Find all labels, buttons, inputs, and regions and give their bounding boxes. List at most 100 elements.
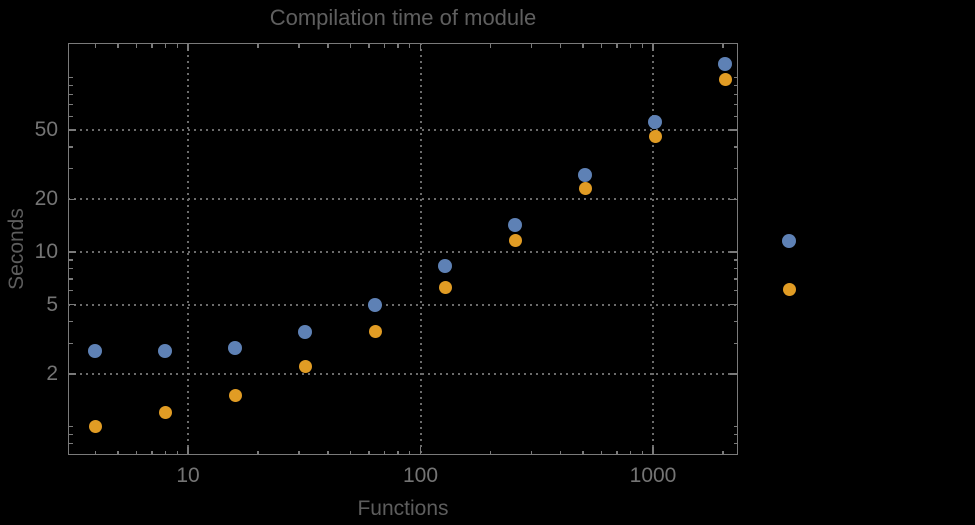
x-minor-tick-bottom — [368, 450, 370, 455]
data-point-series-1-blue — [228, 341, 243, 356]
y-major-tick-right — [730, 373, 738, 375]
x-minor-tick-top — [629, 43, 632, 48]
x-minor-tick-bottom — [94, 450, 97, 455]
y-major-tick-right — [730, 303, 738, 306]
y-minor-tick-left — [68, 115, 73, 117]
x-minor-tick-bottom — [409, 450, 411, 455]
y-minor-tick-left — [68, 442, 73, 444]
x-minor-tick-top — [489, 43, 492, 48]
x-minor-tick-bottom — [600, 450, 602, 455]
y-gridline — [68, 198, 738, 201]
y-minor-tick-right — [733, 425, 738, 428]
x-major-tick-bottom — [187, 447, 189, 455]
y-tick-label: 10 — [34, 240, 58, 263]
y-minor-tick-left — [68, 433, 73, 436]
data-point-series-1-blue — [368, 297, 383, 312]
x-minor-tick-bottom — [616, 450, 618, 455]
data-point-series-2-orange — [648, 129, 662, 143]
data-point-series-2-orange — [228, 389, 242, 403]
y-minor-tick-right — [733, 76, 738, 79]
y-minor-tick-right — [733, 433, 738, 436]
x-minor-tick-top — [409, 43, 411, 48]
x-major-tick-bottom — [419, 447, 422, 455]
x-minor-tick-top — [530, 43, 533, 48]
x-minor-tick-bottom — [176, 450, 178, 455]
x-minor-tick-top — [349, 43, 352, 48]
legend-marker-2 — [782, 282, 796, 296]
x-minor-tick-bottom — [629, 450, 632, 455]
y-minor-tick-right — [733, 290, 738, 292]
data-point-series-2-orange — [298, 360, 312, 374]
x-tick-label: 100 — [402, 464, 439, 487]
legend-marker-1 — [782, 234, 796, 248]
x-tick-label: 1000 — [629, 464, 677, 487]
x-minor-tick-top — [616, 43, 618, 48]
y-minor-tick-left — [68, 93, 73, 95]
y-minor-tick-right — [733, 442, 738, 444]
y-major-tick-right — [730, 129, 738, 131]
x-gridline — [419, 43, 422, 455]
y-gridline — [68, 251, 738, 253]
data-point-series-2-orange — [508, 233, 522, 247]
chart-title: Compilation time of module — [269, 5, 537, 30]
y-tick-label: 5 — [46, 292, 58, 316]
y-minor-tick-right — [733, 146, 738, 148]
x-minor-tick-top — [397, 43, 399, 48]
y-minor-tick-left — [68, 342, 73, 344]
data-point-series-1-blue — [438, 259, 453, 274]
y-minor-tick-right — [733, 103, 738, 106]
y-minor-tick-left — [68, 425, 73, 428]
data-point-series-2-orange — [88, 420, 102, 433]
y-major-tick-left — [68, 303, 76, 306]
x-minor-tick-bottom — [349, 450, 352, 455]
x-minor-tick-top — [257, 43, 259, 48]
y-minor-tick-left — [68, 84, 73, 87]
x-gridline — [187, 43, 189, 455]
y-tick-label: 50 — [34, 118, 58, 142]
data-point-series-1-blue — [158, 344, 173, 359]
y-gridline — [68, 372, 738, 375]
x-tick-label: 10 — [176, 464, 200, 487]
x-minor-tick-bottom — [722, 450, 724, 455]
y-tick-label: 20 — [34, 187, 58, 211]
x-minor-tick-top — [600, 43, 602, 48]
data-point-series-1-blue — [648, 115, 663, 130]
x-minor-tick-top — [383, 43, 386, 48]
data-point-series-1-blue — [298, 324, 313, 339]
data-point-series-2-orange — [158, 406, 172, 420]
x-minor-tick-bottom — [327, 450, 329, 455]
y-minor-tick-right — [733, 278, 738, 280]
data-point-series-1-blue — [578, 168, 593, 183]
x-minor-tick-bottom — [117, 450, 119, 455]
y-minor-tick-right — [733, 84, 738, 87]
x-minor-tick-top — [327, 43, 329, 48]
plot-frame — [68, 43, 738, 455]
y-minor-tick-right — [733, 259, 738, 261]
x-minor-tick-bottom — [164, 450, 167, 455]
data-point-series-1-blue — [508, 217, 523, 232]
x-minor-tick-bottom — [641, 450, 643, 455]
x-minor-tick-top — [368, 43, 370, 48]
data-point-series-1-blue — [88, 344, 103, 359]
x-minor-tick-top — [559, 43, 562, 48]
y-major-tick-left — [68, 198, 76, 201]
x-major-tick-top — [652, 43, 654, 51]
data-point-series-2-orange — [438, 280, 452, 294]
x-minor-tick-bottom — [530, 450, 533, 455]
data-point-series-1-blue — [718, 57, 733, 72]
y-minor-tick-right — [733, 342, 738, 344]
x-minor-tick-bottom — [151, 450, 153, 455]
y-minor-tick-right — [733, 168, 738, 170]
x-major-tick-top — [187, 43, 189, 51]
x-minor-tick-top — [722, 43, 724, 48]
x-minor-tick-top — [164, 43, 167, 48]
y-major-tick-right — [730, 198, 738, 201]
y-major-tick-left — [68, 373, 76, 375]
x-minor-tick-top — [582, 43, 584, 48]
y-minor-tick-left — [68, 290, 73, 292]
y-major-tick-left — [68, 129, 76, 131]
x-minor-tick-top — [176, 43, 178, 48]
y-minor-tick-left — [68, 259, 73, 261]
x-major-tick-top — [419, 43, 422, 51]
